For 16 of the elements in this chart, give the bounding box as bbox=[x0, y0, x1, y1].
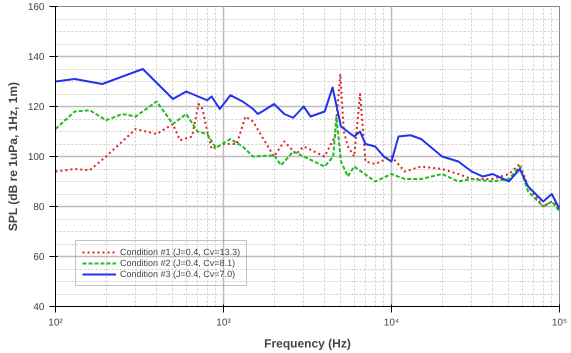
legend-label: Condition #3 (J=0.4, Cv=7.0) bbox=[120, 269, 236, 279]
y-tick-label: 40 bbox=[33, 302, 45, 313]
y-tick-label: 80 bbox=[33, 202, 45, 213]
y-tick-label: 160 bbox=[28, 2, 45, 13]
y-tick-label: 100 bbox=[28, 152, 45, 163]
y-tick-label: 60 bbox=[33, 252, 45, 263]
y-tick-label: 140 bbox=[28, 52, 45, 63]
legend-label: Condition #2 (J=0.4, Cv=8.1) bbox=[120, 258, 236, 268]
x-tick-label: 10² bbox=[48, 318, 64, 328]
legend-label: Condition #1 (J=0.4, Cv=13.3) bbox=[120, 247, 240, 257]
y-tick-label: 120 bbox=[28, 102, 45, 113]
x-tick-label: 10⁴ bbox=[384, 318, 400, 328]
x-tick-label: 10⁵ bbox=[552, 318, 568, 328]
x-tick-label: 10³ bbox=[216, 318, 232, 328]
x-axis-title: Frequency (Hz) bbox=[264, 336, 351, 350]
y-axis-title: SPL (dB re 1uPa, 1Hz, 1m) bbox=[6, 82, 20, 232]
